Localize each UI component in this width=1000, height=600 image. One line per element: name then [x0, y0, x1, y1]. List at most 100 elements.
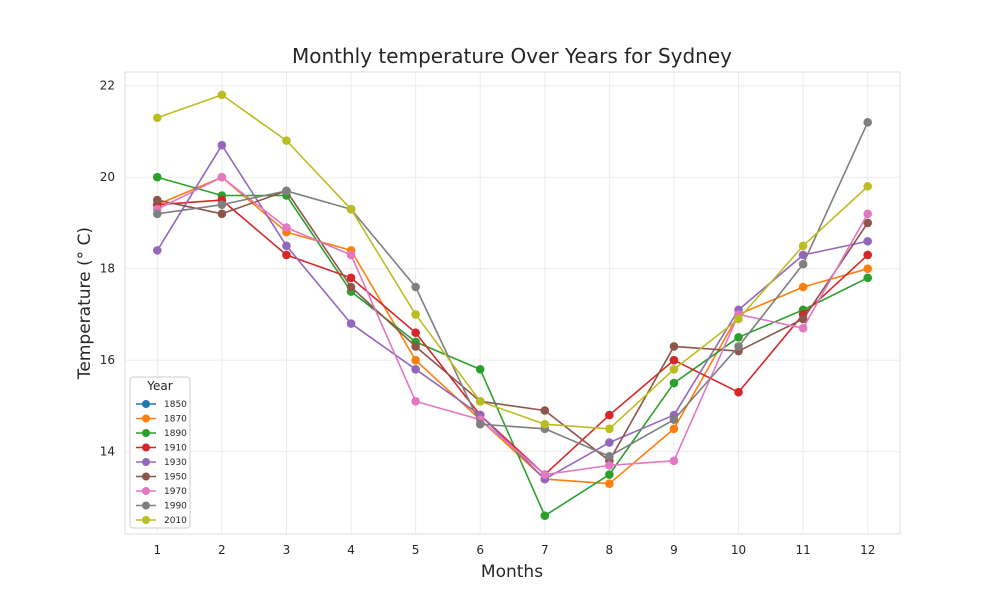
- legend-item-1870: 1870: [136, 414, 187, 425]
- data-point: [669, 378, 679, 388]
- data-point: [863, 209, 873, 219]
- data-point: [669, 424, 679, 434]
- y-tick-labels: 14 16 18 20 22: [100, 79, 115, 459]
- data-point: [605, 470, 614, 479]
- legend-label: 1930: [164, 458, 187, 468]
- x-tick-label: 7: [541, 543, 549, 557]
- data-point: [734, 314, 743, 324]
- legend-marker: [142, 501, 150, 510]
- legend-marker: [142, 400, 150, 408]
- data-point: [411, 328, 420, 338]
- legend-label: 1950: [164, 473, 187, 483]
- data-point: [863, 236, 873, 246]
- data-point: [282, 241, 291, 251]
- data-point: [605, 424, 614, 434]
- data-point: [475, 419, 485, 429]
- data-point: [282, 223, 291, 232]
- data-point: [669, 456, 679, 466]
- data-point: [605, 451, 614, 461]
- legend-item-1930: 1930: [136, 458, 187, 468]
- data-point: [734, 333, 743, 342]
- legend-label: 1890: [164, 429, 187, 439]
- series-line: [157, 121, 869, 458]
- data-point: [411, 365, 420, 374]
- series-1950: [152, 186, 873, 466]
- data-point: [217, 140, 227, 150]
- data-point: [605, 410, 614, 420]
- data-point: [217, 90, 227, 100]
- legend-label: 1990: [164, 502, 187, 512]
- series-line: [157, 190, 869, 462]
- legend-label: 1850: [164, 400, 187, 410]
- data-point: [798, 241, 808, 251]
- legend-marker: [142, 516, 150, 524]
- legend-item-1890: 1890: [136, 429, 187, 439]
- data-point: [540, 511, 550, 521]
- data-point: [411, 397, 420, 406]
- data-point: [346, 273, 356, 283]
- legend-items: 1850 1870 1890 1910 1930 1950 1970 1990 2010: [136, 400, 187, 526]
- legend-marker: [142, 472, 150, 481]
- legend-item-2010: 2010: [136, 516, 187, 526]
- data-point: [540, 470, 550, 479]
- data-point: [282, 186, 291, 196]
- data-point: [863, 264, 873, 273]
- data-point: [411, 342, 420, 351]
- legend-label: 2010: [164, 516, 187, 526]
- data-point: [605, 479, 614, 488]
- data-point: [863, 118, 873, 127]
- series-lines: [152, 90, 873, 521]
- data-point: [863, 250, 873, 260]
- data-point: [475, 365, 485, 374]
- data-point: [152, 172, 162, 182]
- data-point: [540, 419, 550, 429]
- data-point: [863, 182, 873, 191]
- y-tick-label: 20: [100, 170, 115, 184]
- legend-label: 1870: [164, 415, 187, 425]
- data-point: [540, 406, 550, 415]
- data-point: [669, 415, 679, 424]
- legend-item-1990: 1990: [136, 501, 187, 512]
- data-point: [669, 365, 679, 374]
- y-tick-label: 18: [100, 262, 115, 276]
- data-point: [734, 387, 743, 397]
- legend-title: Year: [146, 379, 172, 393]
- legend-label: 1970: [164, 487, 187, 497]
- legend-marker: [142, 429, 150, 437]
- data-point: [863, 218, 873, 228]
- data-point: [346, 319, 356, 328]
- y-tick-label: 22: [100, 79, 115, 93]
- x-tick-label: 4: [347, 543, 355, 557]
- data-point: [346, 282, 356, 292]
- x-tick-label: 5: [412, 543, 420, 557]
- legend-marker: [142, 443, 150, 452]
- legend-label: 1910: [164, 444, 187, 454]
- chart-title: Monthly temperature Over Years for Sydne…: [292, 44, 732, 68]
- x-tick-label: 2: [218, 543, 226, 557]
- x-tick-label: 10: [731, 543, 746, 557]
- x-tick-label: 11: [795, 543, 810, 557]
- data-point: [152, 246, 162, 255]
- y-tick-label: 16: [100, 353, 115, 367]
- y-axis-title: Temperature (° C): [75, 227, 95, 380]
- grid: [125, 72, 900, 534]
- series-line: [157, 199, 869, 476]
- x-tick-label: 9: [670, 543, 678, 557]
- series-line: [156, 176, 869, 476]
- data-point: [217, 172, 227, 182]
- x-tick-label: 1: [153, 543, 161, 557]
- x-tick-labels: 1 2 3 4 5 6 7 8 9 10 11 12: [153, 543, 875, 557]
- data-point: [411, 355, 420, 365]
- data-point: [346, 204, 356, 214]
- data-point: [217, 209, 227, 219]
- data-point: [798, 314, 808, 324]
- data-point: [605, 438, 614, 447]
- data-point: [411, 310, 420, 319]
- x-tick-label: 3: [283, 543, 291, 557]
- data-point: [669, 342, 679, 351]
- data-point: [152, 113, 162, 123]
- data-point: [152, 195, 162, 205]
- legend-item-1970: 1970: [136, 487, 187, 497]
- data-point: [798, 323, 808, 333]
